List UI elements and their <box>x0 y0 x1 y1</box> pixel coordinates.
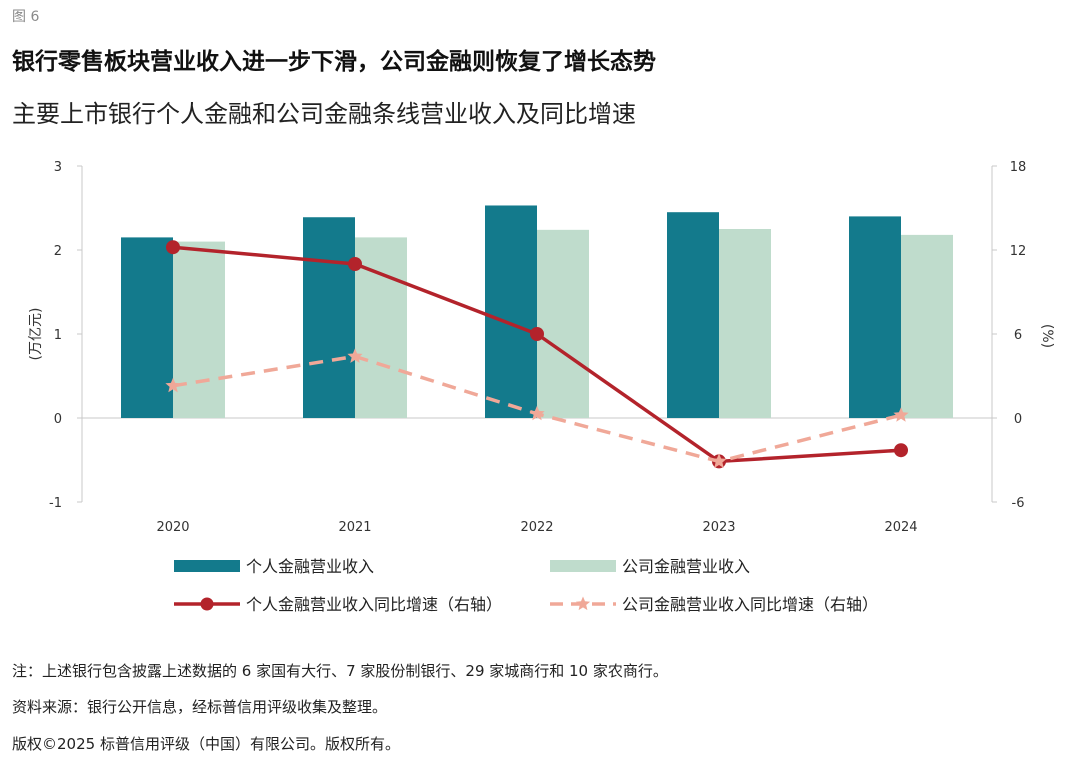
left-axis-title: (万亿元) <box>28 308 44 361</box>
left-tick-label: -1 <box>49 496 62 511</box>
data-point <box>530 327 544 341</box>
bar <box>849 216 901 418</box>
combo-chart: 3 2 1 0 -1 18 12 6 0 -6 2020 2021 2022 2023 2024 (万亿元) (… <box>28 160 1055 614</box>
left-tick-label: 3 <box>54 160 62 175</box>
chart-title: 银行零售板块营业收入进一步下滑，公司金融则恢复了增长态势 <box>12 49 656 75</box>
right-axis-title: (%) <box>1039 324 1055 348</box>
bar <box>303 217 355 418</box>
data-point <box>347 348 363 363</box>
data-point <box>711 453 727 468</box>
bar <box>667 212 719 418</box>
x-tick-label: 2024 <box>884 520 917 535</box>
right-tick-label: 12 <box>1010 244 1027 259</box>
legend-label: 个人金融营业收入 <box>246 557 374 576</box>
left-tick-label: 1 <box>54 328 62 343</box>
right-tick-label: 0 <box>1014 412 1022 427</box>
bar <box>173 241 225 418</box>
data-point <box>348 257 362 271</box>
legend-swatch <box>174 560 240 572</box>
legend-label: 个人金融营业收入同比增速（右轴） <box>246 595 502 614</box>
bar <box>901 234 953 418</box>
bar <box>121 237 173 418</box>
figure-label: 图 6 <box>12 9 40 25</box>
data-point <box>894 443 908 458</box>
copyright-note: 版权©2025 标普信用评级（中国）有限公司。版权所有。 <box>12 735 400 753</box>
x-tick-label: 2021 <box>338 520 371 535</box>
legend-marker <box>200 597 214 611</box>
source-note: 资料来源：银行公开信息，经标普信用评级收集及整理。 <box>12 698 388 716</box>
data-point <box>893 407 909 422</box>
axes: 3 2 1 0 -1 18 12 6 0 -6 2020 2021 2022 2023 2024 (万亿元) (… <box>28 160 1055 535</box>
legend-marker <box>575 596 591 611</box>
legend-swatch <box>550 560 616 572</box>
bar <box>485 205 537 418</box>
bars <box>121 205 953 418</box>
right-tick-label: -6 <box>1012 496 1025 511</box>
left-tick-label: 2 <box>54 244 62 259</box>
right-tick-label: 6 <box>1014 328 1022 343</box>
left-tick-label: 0 <box>54 412 62 427</box>
data-point <box>166 240 180 255</box>
lines <box>165 240 909 469</box>
data-point <box>165 377 181 393</box>
bar <box>537 229 589 418</box>
x-tick-label: 2023 <box>702 520 735 535</box>
chart-subtitle: 主要上市银行个人金融和公司金融条线营业收入及同比增速 <box>12 100 636 128</box>
right-tick-label: 18 <box>1010 160 1027 175</box>
x-tick-label: 2020 <box>156 520 189 535</box>
data-point <box>529 405 545 421</box>
bar <box>719 229 771 418</box>
x-tick-label: 2022 <box>520 520 553 535</box>
bar <box>355 237 407 418</box>
footnote: 注：上述银行包含披露上述数据的 6 家国有大行、7 家股份制银行、29 家城商行… <box>12 662 668 680</box>
legend-label: 公司金融营业收入同比增速（右轴） <box>622 595 878 614</box>
legend-label: 公司金融营业收入 <box>622 557 750 576</box>
